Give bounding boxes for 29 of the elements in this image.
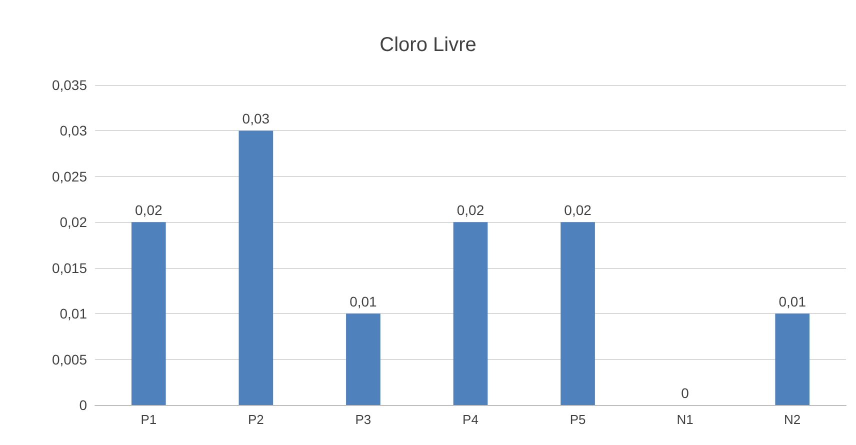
x-tick-label: P5	[570, 412, 586, 427]
x-tick-label: N2	[784, 412, 801, 427]
bar	[238, 130, 274, 405]
y-tick-label: 0,02	[60, 214, 88, 230]
y-tick-label: 0,03	[60, 122, 88, 139]
x-tick-label: P1	[140, 412, 157, 427]
bar	[775, 314, 810, 405]
y-tick-label: 0,01	[60, 306, 88, 322]
data-label: 0,02	[564, 202, 592, 218]
data-label: 0,02	[135, 202, 162, 218]
x-tick-label: P4	[462, 412, 478, 427]
x-tick-label: P3	[355, 412, 372, 427]
data-label: 0,02	[456, 202, 484, 218]
data-label: 0,01	[778, 294, 806, 310]
x-tick-label: N1	[676, 412, 694, 427]
bar	[346, 314, 380, 405]
y-tick-label: 0,005	[52, 351, 88, 368]
data-label: 0,01	[350, 294, 378, 310]
bar	[453, 222, 488, 405]
data-label: 0	[681, 385, 690, 401]
y-tick-label: 0,015	[52, 260, 88, 276]
bar	[560, 222, 595, 405]
y-tick-label: 0,035	[52, 77, 88, 93]
y-tick-label: 0,025	[52, 168, 88, 184]
y-tick-label: 0	[79, 397, 88, 413]
x-tick-label: P2	[248, 412, 264, 427]
bar	[131, 222, 166, 405]
chart-title: Cloro Livre	[380, 34, 476, 56]
data-label: 0,03	[242, 110, 270, 127]
